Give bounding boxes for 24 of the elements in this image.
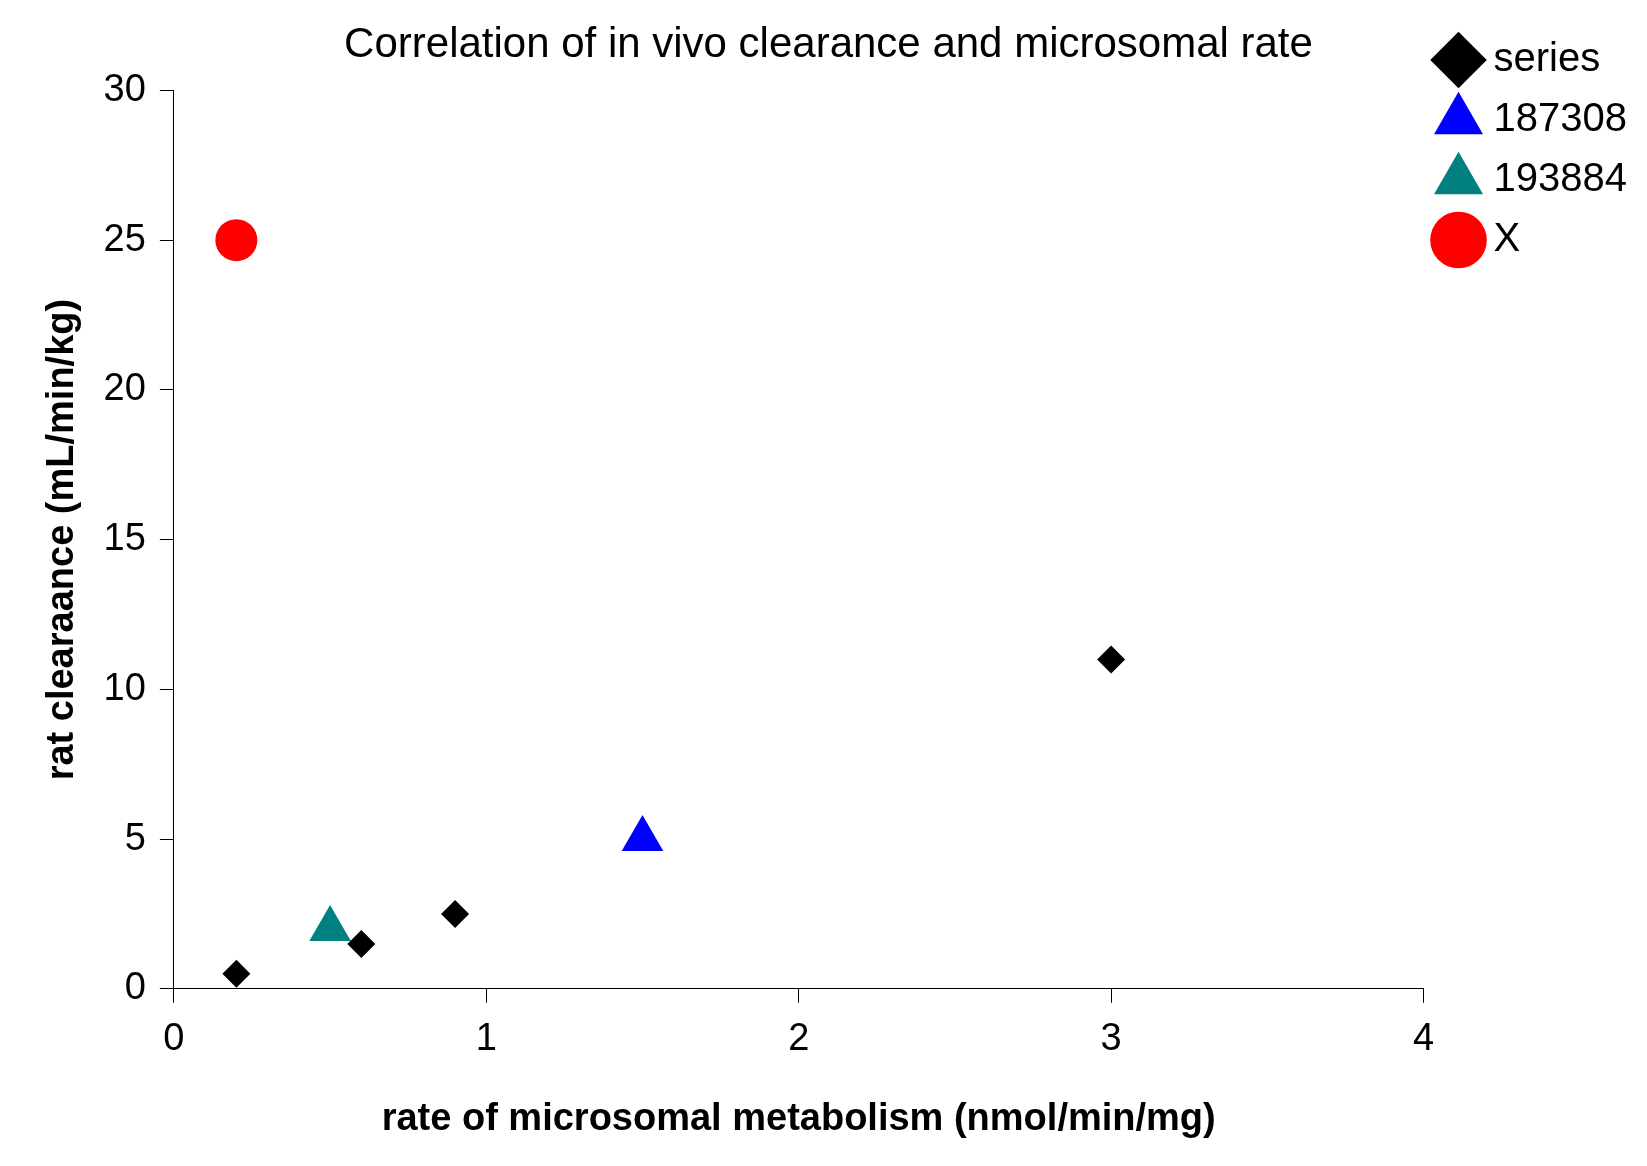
point bbox=[347, 929, 376, 958]
y-tick-label: 15 bbox=[103, 516, 146, 559]
y-tick-label: 0 bbox=[124, 965, 146, 1008]
legend-label: 187308 bbox=[1493, 95, 1628, 140]
point bbox=[215, 219, 258, 262]
y-tick-label: 5 bbox=[124, 815, 146, 858]
y-tick-label: 10 bbox=[103, 665, 146, 708]
x-tick-label: 0 bbox=[163, 1016, 185, 1059]
y-tick-label: 20 bbox=[103, 366, 146, 409]
legend-label: series bbox=[1493, 35, 1601, 80]
x-axis-title: rate of microsomal metabolism (nmol/min/mg) bbox=[381, 1095, 1216, 1138]
x-tick-label: 1 bbox=[475, 1016, 497, 1059]
x-tick-label: 3 bbox=[1100, 1016, 1122, 1059]
point bbox=[441, 899, 470, 928]
y-tick-label: 30 bbox=[103, 66, 146, 109]
legend-label: 193884 bbox=[1493, 155, 1628, 200]
point bbox=[1097, 645, 1126, 674]
x-tick-label: 4 bbox=[1412, 1016, 1435, 1059]
x-tick-label: 2 bbox=[788, 1016, 810, 1059]
point bbox=[222, 959, 251, 988]
legend-label: X bbox=[1493, 215, 1521, 260]
y-tick-label: 25 bbox=[103, 216, 146, 259]
y-axis-title: rat clearaance (mL/min/kg) bbox=[39, 298, 82, 781]
chart-title: Correlation of in vivo clearance and microsomal rate bbox=[344, 18, 1313, 66]
